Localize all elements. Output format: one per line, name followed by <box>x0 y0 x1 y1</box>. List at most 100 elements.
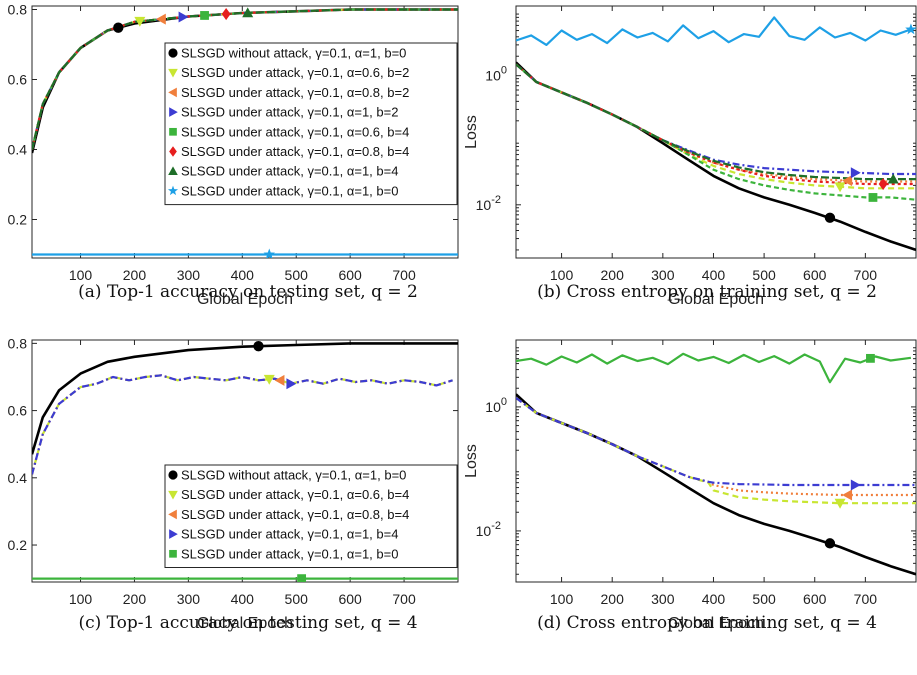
legend-label: SLSGD under attack, γ=0.1, α=1, b=4 <box>181 527 398 542</box>
series-marker <box>824 538 836 549</box>
series-marker <box>868 193 878 202</box>
series-marker <box>242 7 254 18</box>
y-axis-label: Loss <box>463 115 480 149</box>
legend-label: SLSGD under attack, γ=0.1, α=0.8, b=4 <box>181 507 409 522</box>
x-tick-label: 400 <box>231 591 255 607</box>
x-tick-label: 200 <box>601 267 625 283</box>
series-marker <box>134 16 146 27</box>
x-tick-label: 700 <box>854 591 878 607</box>
legend-label: SLSGD under attack, γ=0.1, α=1, b=4 <box>181 164 398 179</box>
series-marker <box>253 341 264 352</box>
legend-label: SLSGD under attack, γ=0.1, α=1, b=0 <box>181 546 398 561</box>
y-tick-label: 0.4 <box>8 470 28 486</box>
x-tick-label: 400 <box>702 267 726 283</box>
chart-b: 100 200 300 400 500 600 700 100 10-2 Global Epoch… <box>463 5 917 308</box>
y-tick-label: 0.6 <box>8 403 28 419</box>
caption: (c) Top-1 accuracy on testing set, q = 4 <box>78 613 417 633</box>
legend-marker <box>168 68 178 78</box>
legend-marker <box>168 87 177 98</box>
legend-label: SLSGD under attack, γ=0.1, α=0.6, b=4 <box>181 487 409 502</box>
series-marker <box>834 182 846 193</box>
y-tick-label: 10-2 <box>476 194 501 213</box>
series-marker <box>824 212 836 223</box>
chart-a: 100 200 300 400 500 600 700 0.2 0.4 0.6 0.8 Global … <box>8 2 459 308</box>
y-tick-label: 0.2 <box>8 212 28 228</box>
x-tick-label: 500 <box>285 591 309 607</box>
x-tick-label: 700 <box>854 267 878 283</box>
legend-marker <box>168 490 178 500</box>
chart-c: 100 200 300 400 500 600 700 0.2 0.4 0.6 0.8 Global … <box>8 335 459 633</box>
chart-d: 100 200 300 400 500 600 700 100 10-2 Global Epoch… <box>463 339 917 633</box>
series-marker <box>866 353 875 363</box>
x-tick-label: 500 <box>285 267 309 283</box>
y-tick-label: 0.6 <box>8 72 28 88</box>
y-axis-label: Loss <box>463 444 480 478</box>
series-line <box>516 16 912 47</box>
legend-marker <box>169 127 177 136</box>
y-tick-label: 0.2 <box>8 537 28 553</box>
legend-label: SLSGD under attack, γ=0.1, α=1, b=0 <box>181 183 398 198</box>
x-tick-label: 400 <box>702 591 726 607</box>
x-tick-label: 700 <box>392 591 416 607</box>
legend-marker <box>169 107 178 117</box>
series-marker <box>905 23 916 35</box>
series-line <box>516 397 916 487</box>
series-line <box>516 352 912 384</box>
caption: (d) Cross entropy on training set, q = 4 <box>537 613 877 633</box>
legend-label: SLSGD without attack, γ=0.1, α=1, b=0 <box>181 468 406 483</box>
x-tick-label: 300 <box>651 267 675 283</box>
legend-marker <box>169 549 177 558</box>
series-marker <box>850 167 861 179</box>
plot-frame <box>515 339 917 583</box>
legend-marker <box>169 529 178 539</box>
legend-box <box>164 42 458 206</box>
series-marker <box>842 175 853 187</box>
x-tick-label: 200 <box>123 591 147 607</box>
series-line <box>516 63 916 183</box>
x-axis-label: Global Epoch <box>668 615 764 632</box>
x-tick-label: 300 <box>177 267 201 283</box>
y-tick-label: 0.4 <box>8 142 28 158</box>
x-tick-label: 400 <box>231 267 255 283</box>
x-axis-label: Global Epoch <box>197 291 293 308</box>
x-tick-label: 600 <box>338 267 362 283</box>
series-group <box>516 352 916 576</box>
legend-marker <box>168 509 177 520</box>
legend-box <box>164 464 458 568</box>
series-marker <box>113 22 124 33</box>
y-tick-label: 100 <box>485 65 507 84</box>
series-marker <box>834 498 846 509</box>
legend-marker <box>168 166 178 176</box>
series-line <box>32 342 458 455</box>
x-tick-label: 100 <box>69 267 93 283</box>
series-marker <box>155 13 166 25</box>
series-marker <box>842 489 853 501</box>
series-group <box>516 16 916 252</box>
caption: (b) Cross entropy on training set, q = 2 <box>537 282 877 302</box>
series-marker <box>297 574 307 582</box>
legend-label: SLSGD under attack, γ=0.1, α=0.6, b=4 <box>181 124 409 139</box>
legend-label: SLSGD without attack, γ=0.1, α=1, b=0 <box>181 46 406 61</box>
x-tick-label: 300 <box>177 591 201 607</box>
legend-marker <box>168 470 178 480</box>
y-tick-label: 0.8 <box>8 2 28 18</box>
series-marker <box>887 173 899 184</box>
x-tick-label: 600 <box>338 591 362 607</box>
series-marker <box>286 378 297 390</box>
series-line <box>32 374 453 475</box>
x-tick-label: 100 <box>550 267 574 283</box>
x-tick-label: 300 <box>651 591 675 607</box>
legend-label: SLSGD under attack, γ=0.1, α=0.6, b=2 <box>181 65 409 80</box>
series-marker <box>178 11 189 23</box>
y-tick-label: 10-2 <box>476 520 501 539</box>
legend-label: SLSGD under attack, γ=0.1, α=0.8, b=2 <box>181 85 409 100</box>
x-tick-label: 200 <box>601 591 625 607</box>
y-tick-label: 0.8 <box>8 335 28 351</box>
plot-frame <box>515 5 917 259</box>
series-group <box>32 341 458 582</box>
series-marker <box>878 177 888 191</box>
legend-marker <box>168 48 178 58</box>
x-tick-label: 600 <box>803 591 827 607</box>
x-tick-label: 500 <box>752 267 776 283</box>
